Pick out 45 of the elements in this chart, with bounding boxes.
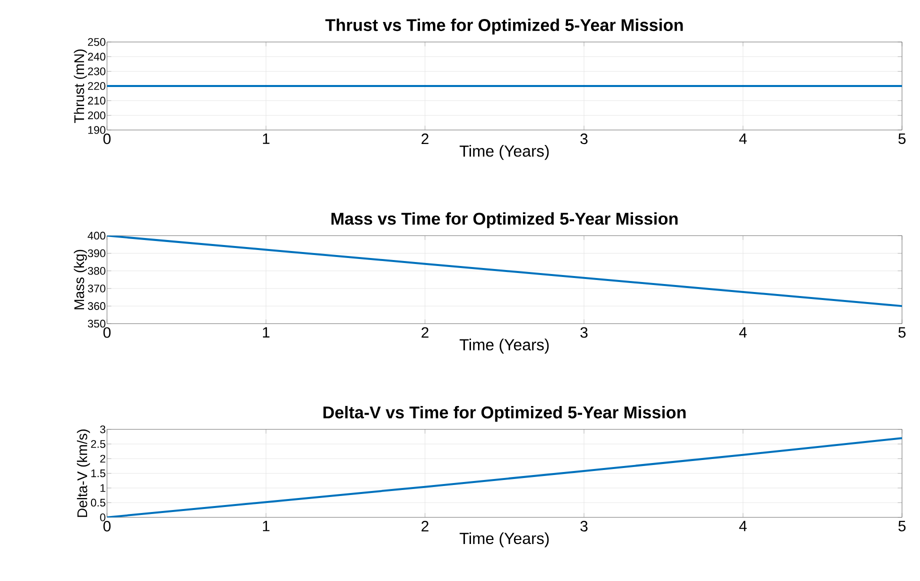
y-tick-label: 190 — [88, 126, 106, 134]
x-tick-label: 2 — [422, 327, 428, 338]
y-tick-label: 230 — [88, 67, 106, 76]
y-tick-label: 3 — [100, 425, 106, 434]
x-tick-label: 4 — [739, 134, 747, 144]
y-tick-label: 2.5 — [91, 440, 106, 448]
x-tick-label: 1 — [262, 327, 270, 338]
y-tick-label: 240 — [88, 52, 106, 61]
y-tick-label: 1.5 — [91, 470, 106, 478]
x-tick-label: 4 — [739, 520, 747, 532]
y-tick-label: 0.5 — [90, 498, 106, 507]
x-axis-title: Time (Years) — [460, 338, 549, 354]
y-tick-label: 370 — [88, 284, 106, 292]
y-axis-title: Delta-V (km/s) — [76, 429, 90, 517]
y-axis-title: Thrust (mN) — [74, 50, 87, 124]
x-tick-label: 5 — [898, 327, 906, 338]
y-tick-label: 1 — [100, 484, 106, 492]
x-tick-label: 2 — [422, 520, 428, 532]
y-tick-label: 390 — [88, 249, 106, 258]
chart-title: Mass vs Time for Optimized 5-Year Mission — [332, 212, 678, 228]
x-axis-title: Time (Years) — [460, 532, 549, 548]
x-axis-title: Time (Years) — [460, 145, 549, 160]
line-series — [107, 437, 902, 518]
y-tick-label: 380 — [88, 266, 106, 275]
y-axis-title: Mass (kg) — [74, 250, 87, 310]
y-tick-label: 220 — [88, 82, 106, 90]
y-tick-label: 0 — [100, 513, 106, 522]
x-tick-label: 3 — [580, 327, 588, 338]
x-tick-label: 3 — [580, 134, 588, 144]
chart-title: Delta-V vs Time for Optimized 5-Year Mission — [323, 406, 686, 422]
y-tick-label: 360 — [88, 302, 106, 310]
x-tick-label: 2 — [422, 134, 428, 144]
y-tick-label: 350 — [88, 320, 106, 328]
x-tick-label: 3 — [580, 520, 588, 532]
x-tick-label: 1 — [262, 520, 270, 532]
x-tick-label: 4 — [739, 327, 747, 338]
y-tick-label: 2 — [100, 454, 106, 463]
chart-title: Thrust vs Time for Optimized 5-Year Mission — [325, 18, 683, 34]
y-tick-label: 210 — [88, 96, 106, 105]
y-tick-label: 200 — [88, 111, 106, 120]
y-tick-label: 400 — [88, 232, 106, 240]
x-tick-label: 1 — [262, 134, 270, 144]
x-tick-label: 5 — [898, 520, 906, 532]
y-tick-label: 250 — [88, 38, 106, 46]
x-tick-label: 5 — [898, 134, 906, 144]
